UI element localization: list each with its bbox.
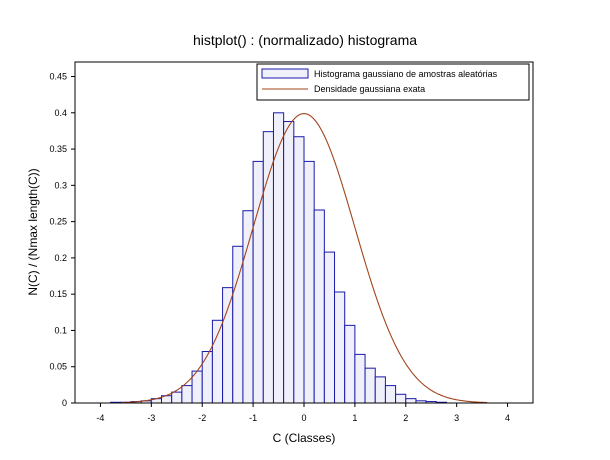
y-tick-label: 0.15 <box>49 289 67 299</box>
legend-box <box>256 63 530 101</box>
legend-entry-histogram: Histograma gaussiano de amostras aleatór… <box>314 69 498 79</box>
y-tick-label: 0.45 <box>49 72 67 82</box>
legend: Histograma gaussiano de amostras aleatór… <box>256 63 530 101</box>
histogram-bar <box>313 209 325 404</box>
y-tick-label: 0.2 <box>54 253 67 263</box>
y-tick-label: 0.35 <box>49 144 67 154</box>
x-tick-label: 1 <box>352 413 357 423</box>
histogram-bar <box>242 210 254 404</box>
y-axis-label: N(C) / (Nmax length(C)) <box>26 168 40 295</box>
y-tick-label: 0.05 <box>49 362 67 372</box>
y-tick-label: 0.3 <box>54 180 67 190</box>
x-axis-label: C (Classes) <box>273 431 336 445</box>
x-tick-label: -4 <box>96 413 104 423</box>
histogram-bars <box>110 112 447 404</box>
x-tick-label: 0 <box>301 413 306 423</box>
histogram-bar <box>323 251 336 404</box>
y-tick-label: 0.1 <box>54 325 67 335</box>
x-tick-label: -1 <box>249 413 257 423</box>
histogram-bar <box>201 350 213 404</box>
histogram-bar <box>364 367 376 404</box>
legend-swatch-histogram <box>261 68 309 79</box>
y-tick-label: 0 <box>62 398 67 408</box>
histogram-bar <box>283 120 295 404</box>
histogram-bar <box>334 291 346 404</box>
y-tick-label: 0.25 <box>49 217 67 227</box>
x-tick-label: 4 <box>505 413 510 423</box>
legend-entry-density: Densidade gaussiana exata <box>314 84 425 94</box>
histogram-bar <box>354 353 366 404</box>
histogram-bar <box>344 324 356 404</box>
histogram-bar <box>405 398 417 404</box>
histogram-bar <box>222 287 234 404</box>
histogram-bar <box>293 136 305 404</box>
histogram-bar <box>262 131 274 404</box>
histogram-bar <box>374 376 386 404</box>
histogram-bar <box>395 393 407 404</box>
chart-title: histplot() : (normalizado) histograma <box>193 32 417 48</box>
histogram-bar <box>181 385 193 404</box>
histogram-bar <box>303 160 315 404</box>
x-tick-label: 3 <box>454 413 459 423</box>
histogram-bar <box>384 385 397 404</box>
histogram-bar <box>211 319 224 404</box>
y-tick-label: 0.4 <box>54 108 67 118</box>
density-curve <box>120 112 488 404</box>
x-axis-ticks: -4 -3 -2 -1 0 1 2 3 4 <box>96 403 510 423</box>
histogram-bar <box>171 391 183 404</box>
x-tick-label: -2 <box>198 413 206 423</box>
x-tick-label: -3 <box>147 413 155 423</box>
histogram-bar <box>232 245 244 404</box>
x-tick-label: 2 <box>403 413 408 423</box>
y-axis-ticks: 0 0.05 0.1 0.15 0.2 0.25 0.3 0.35 0.4 0.45 <box>49 72 75 408</box>
